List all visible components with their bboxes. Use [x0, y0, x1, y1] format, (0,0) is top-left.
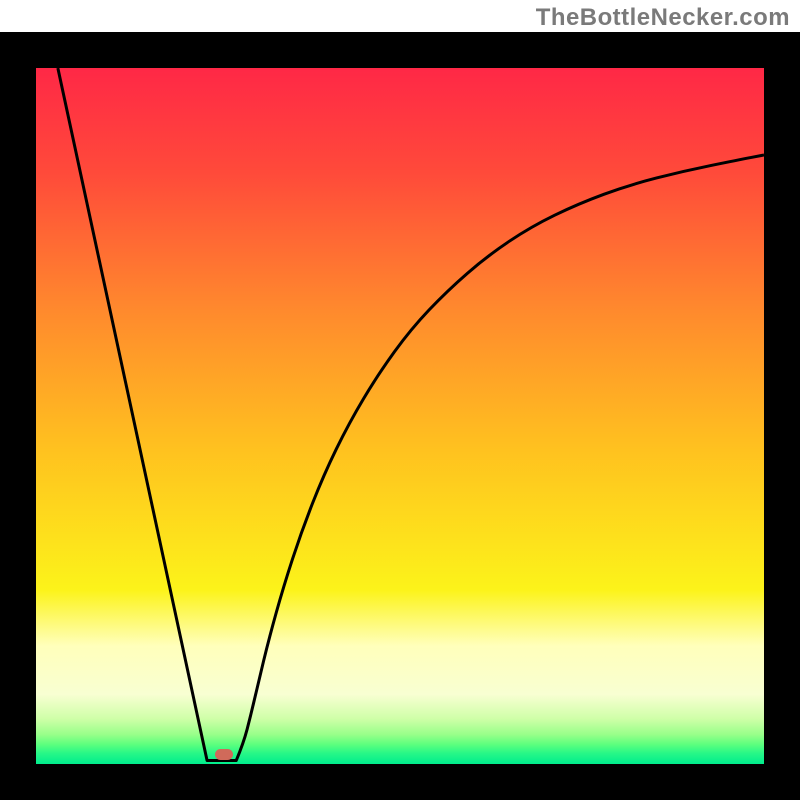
- bottleneck-curve: [36, 68, 764, 764]
- frame-border-top: [0, 32, 800, 68]
- curve-path: [58, 68, 764, 761]
- plot-area: [36, 68, 764, 764]
- frame-border-right: [764, 32, 800, 800]
- chart-root: { "watermark": { "text": "TheBottleNecke…: [0, 0, 800, 800]
- watermark-text: TheBottleNecker.com: [536, 4, 790, 32]
- valley-marker: [215, 749, 233, 760]
- frame-border-bottom: [0, 764, 800, 800]
- frame-border-left: [0, 32, 36, 800]
